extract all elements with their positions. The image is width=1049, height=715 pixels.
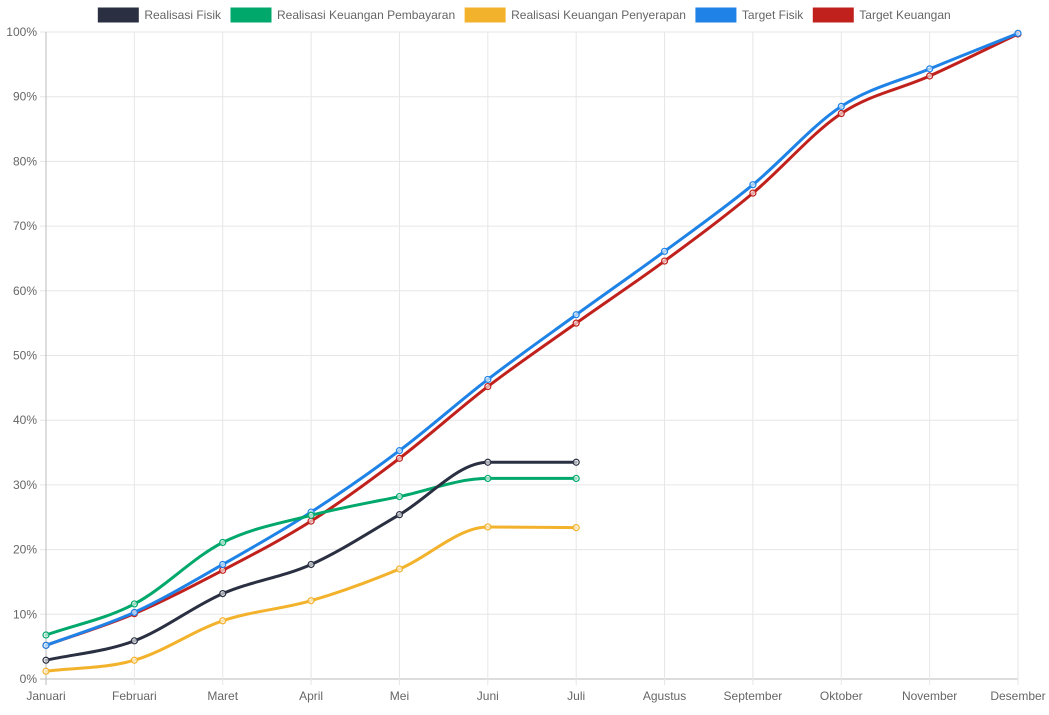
y-tick-label: 50%: [13, 349, 37, 363]
series-realisasi-keuangan-penyerapan: [42, 523, 580, 675]
y-tick-label: 100%: [6, 25, 37, 39]
x-tick-label: Mei: [390, 689, 409, 703]
data-point[interactable]: [307, 560, 315, 569]
legend-swatch: [695, 7, 737, 23]
data-point[interactable]: [484, 523, 492, 531]
data-point[interactable]: [219, 589, 227, 598]
x-tick-label: Juni: [477, 689, 499, 703]
x-tick-label: September: [724, 689, 783, 703]
x-tick-label: Desember: [990, 689, 1045, 703]
legend-item[interactable]: Target Fisik: [695, 7, 804, 23]
legend-label: Realisasi Fisik: [144, 8, 222, 22]
data-point[interactable]: [572, 474, 580, 483]
series-lines: [42, 29, 1022, 675]
data-point[interactable]: [395, 454, 404, 462]
data-point[interactable]: [837, 109, 845, 118]
legend-label: Target Fisik: [742, 8, 804, 22]
y-tick-label: 10%: [13, 607, 37, 621]
data-point[interactable]: [130, 637, 138, 645]
x-tick-label: Februari: [112, 689, 157, 703]
y-tick-label: 40%: [13, 413, 37, 427]
data-point[interactable]: [749, 189, 757, 197]
data-point[interactable]: [572, 458, 580, 466]
data-point[interactable]: [130, 600, 138, 608]
data-point[interactable]: [395, 511, 404, 519]
data-point[interactable]: [660, 247, 669, 255]
data-point[interactable]: [42, 656, 50, 664]
data-point[interactable]: [219, 538, 227, 547]
y-tick-label: 30%: [13, 478, 37, 492]
x-tick-label: Agustus: [643, 689, 686, 703]
y-tick-label: 0%: [20, 672, 38, 686]
series-realisasi-fisik: [42, 458, 580, 664]
data-point[interactable]: [572, 524, 580, 532]
data-point[interactable]: [395, 565, 404, 573]
data-point[interactable]: [42, 667, 50, 675]
data-point[interactable]: [219, 560, 227, 569]
data-point[interactable]: [484, 474, 492, 483]
data-point[interactable]: [307, 517, 315, 525]
data-point[interactable]: [395, 492, 404, 501]
data-point[interactable]: [572, 319, 580, 327]
y-tick-label: 70%: [13, 219, 37, 233]
data-point[interactable]: [219, 566, 227, 574]
x-tick-label: April: [299, 689, 323, 703]
y-tick-label: 90%: [13, 90, 37, 104]
data-point[interactable]: [926, 65, 934, 73]
legend-swatch: [230, 7, 272, 23]
legend-item[interactable]: Realisasi Keuangan Pembayaran: [230, 7, 455, 23]
data-point[interactable]: [219, 617, 227, 625]
series-line: [44, 32, 1020, 647]
series-target-fisik: [42, 29, 1022, 649]
legend-label: Realisasi Keuangan Pembayaran: [277, 8, 455, 22]
data-point[interactable]: [926, 72, 934, 80]
legend-swatch: [812, 7, 854, 23]
x-tick-label: Maret: [207, 689, 238, 703]
data-point[interactable]: [395, 447, 404, 455]
legend-label: Target Keuangan: [859, 8, 950, 22]
y-tick-label: 60%: [13, 284, 37, 298]
data-point[interactable]: [307, 511, 315, 519]
legend-swatch: [97, 7, 139, 23]
data-point[interactable]: [572, 311, 580, 319]
data-point[interactable]: [484, 375, 492, 384]
data-point[interactable]: [484, 458, 492, 466]
x-tick-label: Juli: [567, 689, 585, 703]
data-point[interactable]: [42, 631, 50, 639]
series-target-keuangan: [42, 30, 1022, 649]
legend-item[interactable]: Realisasi Keuangan Penyerapan: [464, 7, 686, 23]
axes: 0% 10% 20% 30% 40% 50% 60% 70% 80% 90% 100% Januari…: [6, 25, 1045, 703]
legend-item[interactable]: Realisasi Fisik: [97, 7, 222, 23]
data-point[interactable]: [130, 608, 138, 616]
data-point[interactable]: [1014, 29, 1022, 37]
legend-label: Realisasi Keuangan Penyerapan: [511, 8, 686, 22]
x-tick-label: November: [902, 689, 957, 703]
y-tick-label: 80%: [13, 154, 37, 168]
data-point[interactable]: [42, 641, 50, 649]
data-point[interactable]: [749, 181, 757, 189]
data-point[interactable]: [837, 102, 845, 111]
data-point[interactable]: [484, 382, 492, 391]
y-tick-label: 20%: [13, 543, 37, 557]
legend-item[interactable]: Target Keuangan: [812, 7, 951, 23]
legend: Realisasi Fisik Realisasi Keuangan Pembay…: [97, 7, 951, 23]
grid-lines: [40, 31, 1019, 685]
x-tick-label: Oktober: [820, 689, 863, 703]
x-tick-label: Januari: [26, 689, 65, 703]
legend-swatch: [464, 7, 506, 23]
series-realisasi-keuangan-pembayaran: [42, 474, 580, 639]
data-point[interactable]: [307, 597, 315, 605]
series-line: [44, 31, 1020, 647]
data-point[interactable]: [660, 257, 669, 265]
data-point[interactable]: [130, 656, 138, 664]
